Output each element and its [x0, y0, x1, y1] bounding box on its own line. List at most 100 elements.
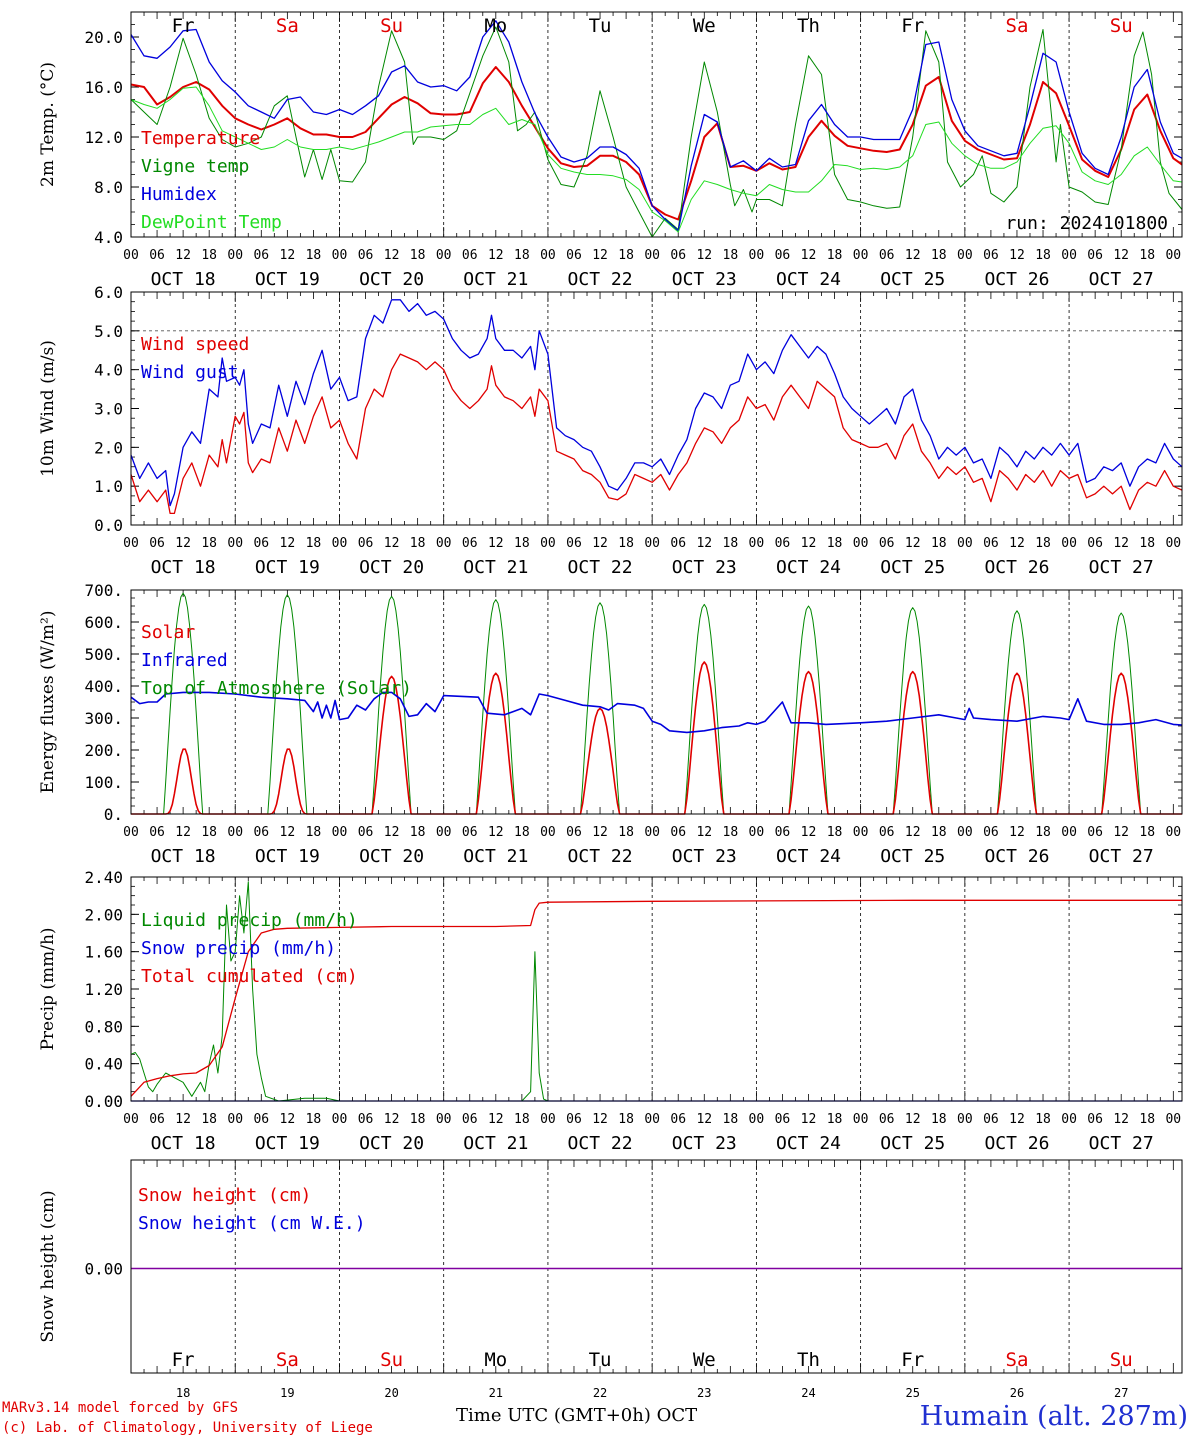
day-number: 23: [697, 1386, 711, 1400]
legend-entry: Top of Atmosphere (Solar): [141, 678, 412, 699]
x-hour-label: 00: [123, 536, 139, 551]
x-hour-label: 00: [1061, 1112, 1077, 1127]
x-hour-label: 18: [514, 536, 530, 551]
x-hour-label: 12: [384, 536, 400, 551]
x-hour-label: 00: [644, 248, 660, 263]
x-hour-label: 06: [775, 248, 791, 263]
series-vigne-temp: [130, 26, 1183, 238]
x-hour-label: 12: [175, 248, 191, 263]
legend-entry: Wind gust: [141, 362, 239, 383]
x-hour-label: 06: [462, 825, 478, 840]
x-hour-label: 18: [1139, 248, 1155, 263]
x-date-label: OCT 22: [568, 1133, 633, 1154]
y-tick-label: 4.0: [94, 361, 123, 380]
day-abbr-top: Su: [1110, 15, 1133, 37]
x-date-label: OCT 19: [255, 269, 320, 290]
series-temperature: [130, 66, 1183, 221]
y-tick-label: 4.0: [94, 228, 123, 247]
x-date-label: OCT 24: [776, 1133, 841, 1154]
x-date-label: OCT 26: [984, 269, 1049, 290]
station-name: Humain (alt. 287m): [919, 1401, 1188, 1432]
y-tick-label: 0.0: [94, 516, 123, 535]
x-hour-label: 00: [749, 536, 765, 551]
x-hour-label: 12: [592, 248, 608, 263]
x-hour-label: 00: [227, 1112, 243, 1127]
x-hour-label: 18: [1139, 1112, 1155, 1127]
day-abbr-top: Fr: [901, 15, 924, 37]
x-hour-label: 06: [149, 1112, 165, 1127]
x-hour-label: 18: [410, 825, 426, 840]
x-date-label: OCT 23: [672, 269, 737, 290]
x-hour-label: 12: [905, 825, 921, 840]
y-tick-label: 2.40: [84, 868, 123, 887]
y-tick-label: 300.: [84, 709, 123, 728]
x-date-label: OCT 22: [568, 269, 633, 290]
x-hour-label: 06: [1087, 825, 1103, 840]
x-hour-label: 18: [723, 825, 739, 840]
x-hour-label: 18: [618, 536, 634, 551]
day-abbr-bottom: Fr: [172, 1349, 195, 1371]
x-hour-label: 12: [1113, 1112, 1129, 1127]
x-hour-label: 12: [280, 536, 296, 551]
x-date-label: OCT 19: [255, 1133, 320, 1154]
x-hour-label: 18: [1035, 536, 1051, 551]
x-hour-label: 18: [1139, 825, 1155, 840]
x-hour-label: 18: [618, 248, 634, 263]
legend-entry: Vigne temp: [141, 156, 249, 177]
x-hour-label: 12: [1113, 825, 1129, 840]
legend-entry: Total cumulated (cm): [141, 966, 358, 987]
x-hour-label: 06: [879, 536, 895, 551]
x-hour-label: 00: [1165, 1112, 1181, 1127]
x-date-label: OCT 25: [880, 846, 945, 867]
x-hour-label: 18: [618, 1112, 634, 1127]
y-tick-label: 500.: [84, 645, 123, 664]
x-date-label: OCT 18: [151, 846, 216, 867]
x-date-label: OCT 27: [1089, 1133, 1154, 1154]
x-hour-label: 06: [566, 248, 582, 263]
x-hour-label: 18: [931, 1112, 947, 1127]
day-number: 22: [593, 1386, 607, 1400]
x-hour-label: 12: [905, 248, 921, 263]
x-hour-label: 18: [410, 536, 426, 551]
x-hour-label: 12: [384, 1112, 400, 1127]
x-hour-label: 12: [488, 1112, 504, 1127]
x-hour-label: 06: [566, 536, 582, 551]
series-wind-gust: [130, 299, 1183, 507]
x-hour-label: 12: [175, 1112, 191, 1127]
x-hour-label: 12: [592, 825, 608, 840]
x-hour-label: 00: [540, 825, 556, 840]
x-hour-label: 00: [436, 536, 452, 551]
x-hour-label: 06: [149, 825, 165, 840]
credit-line-1: MARv3.14 model forced by GFS: [2, 1400, 239, 1416]
x-hour-label: 12: [1009, 536, 1025, 551]
y-axis-label: Energy fluxes (W/m²): [38, 611, 58, 794]
x-hour-label: 06: [879, 1112, 895, 1127]
legend-entry: DewPoint Temp: [141, 212, 282, 233]
x-hour-label: 06: [149, 536, 165, 551]
x-date-label: OCT 21: [463, 1133, 528, 1154]
x-hour-label: 18: [514, 1112, 530, 1127]
x-date-label: OCT 25: [880, 1133, 945, 1154]
y-tick-label: 0.00: [84, 1092, 123, 1111]
x-hour-label: 18: [827, 536, 843, 551]
day-abbr-top: Sa: [1006, 15, 1029, 37]
y-tick-label: 2.0: [94, 438, 123, 457]
x-hour-label: 18: [1035, 825, 1051, 840]
x-hour-label: 12: [384, 825, 400, 840]
x-hour-label: 06: [253, 248, 269, 263]
day-number: 19: [280, 1386, 294, 1400]
y-tick-label: 1.0: [94, 477, 123, 496]
x-hour-label: 00: [1165, 536, 1181, 551]
x-hour-label: 06: [670, 248, 686, 263]
y-tick-label: 400.: [84, 677, 123, 696]
x-hour-label: 18: [306, 536, 322, 551]
legend-entry: Infrared: [141, 650, 228, 671]
legend-entry: Snow height (cm): [138, 1185, 311, 1206]
x-hour-label: 00: [332, 825, 348, 840]
x-date-label: OCT 18: [151, 557, 216, 578]
x-hour-label: 00: [853, 1112, 869, 1127]
x-hour-label: 06: [566, 1112, 582, 1127]
x-hour-label: 06: [670, 536, 686, 551]
day-abbr-top: We: [693, 15, 716, 37]
x-hour-label: 06: [149, 248, 165, 263]
